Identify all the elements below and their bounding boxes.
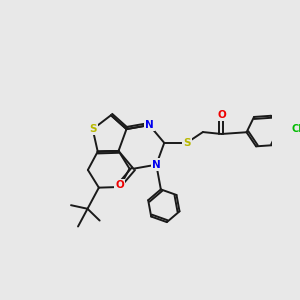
Text: Cl: Cl (291, 124, 300, 134)
Text: S: S (89, 124, 97, 134)
Text: O: O (115, 180, 124, 190)
Text: N: N (145, 120, 154, 130)
Text: O: O (217, 110, 226, 120)
Text: N: N (152, 160, 161, 170)
Text: S: S (183, 138, 190, 148)
